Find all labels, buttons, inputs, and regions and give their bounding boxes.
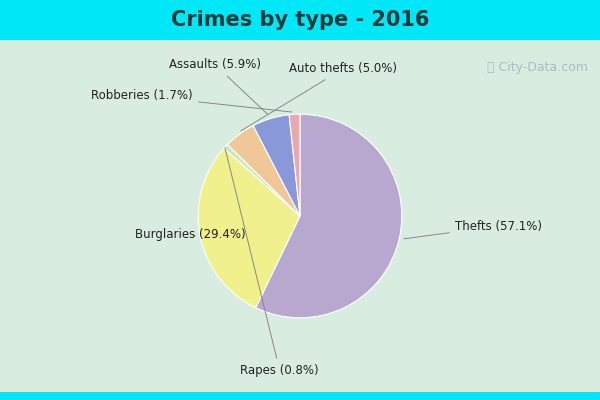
Text: Burglaries (29.4%): Burglaries (29.4%): [135, 228, 245, 241]
Text: Robberies (1.7%): Robberies (1.7%): [91, 89, 292, 112]
Wedge shape: [256, 114, 402, 318]
Text: Thefts (57.1%): Thefts (57.1%): [404, 220, 542, 239]
Wedge shape: [289, 114, 300, 216]
Text: Assaults (5.9%): Assaults (5.9%): [169, 58, 268, 115]
Text: Auto thefts (5.0%): Auto thefts (5.0%): [241, 62, 397, 131]
Wedge shape: [224, 144, 300, 216]
Wedge shape: [253, 115, 300, 216]
Text: Crimes by type - 2016: Crimes by type - 2016: [171, 10, 429, 30]
Wedge shape: [198, 148, 300, 308]
Text: ⓘ City-Data.com: ⓘ City-Data.com: [487, 61, 588, 74]
Wedge shape: [227, 126, 300, 216]
Text: Rapes (0.8%): Rapes (0.8%): [225, 148, 319, 377]
